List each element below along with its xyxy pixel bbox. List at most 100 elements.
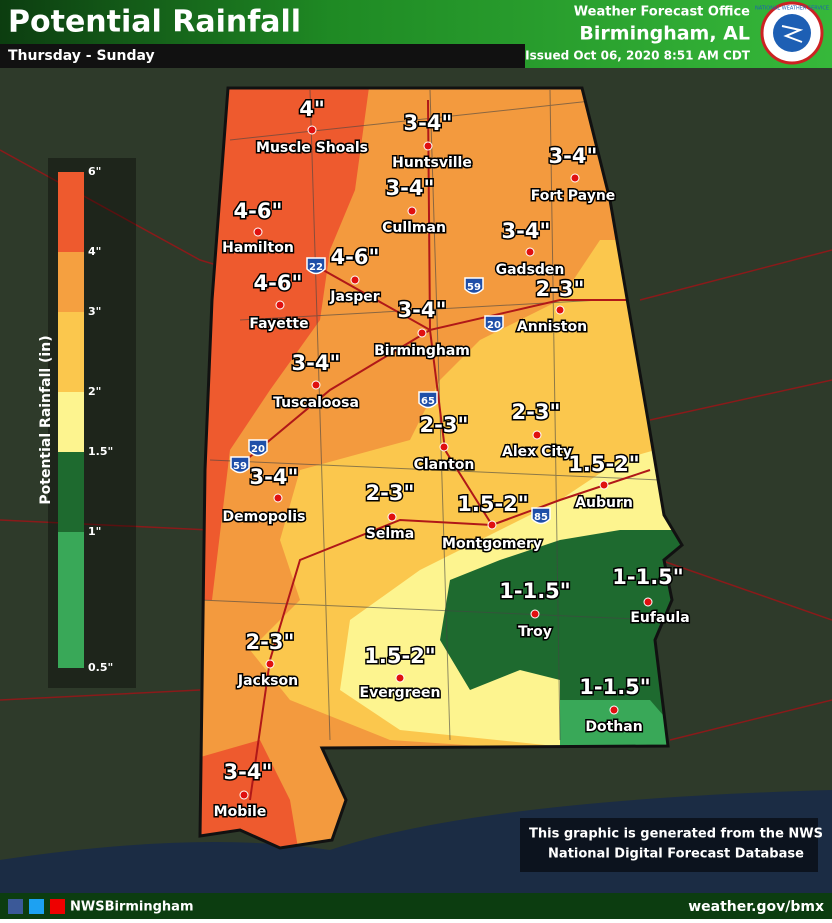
legend: Potential Rainfall (in) 6" 4" 3" 2" 1.5" 1" 0.… bbox=[38, 158, 136, 688]
legend-label: 1" bbox=[88, 525, 101, 538]
legend-band bbox=[58, 172, 84, 252]
rainfall-amount: 3-4" bbox=[398, 298, 447, 322]
city-name: Fayette bbox=[249, 316, 308, 332]
rainfall-amount: 3-4" bbox=[404, 111, 453, 135]
city-name: Auburn bbox=[575, 495, 633, 511]
city-name: Hamilton bbox=[222, 240, 294, 256]
city-dot bbox=[350, 275, 360, 285]
rainfall-amount: 3-4" bbox=[224, 760, 273, 784]
subtitle-bar bbox=[0, 44, 525, 68]
city-dot bbox=[275, 300, 285, 310]
rainfall-amount: 1-1.5" bbox=[579, 675, 650, 699]
footer-bar bbox=[0, 893, 832, 919]
city-name: Huntsville bbox=[392, 155, 472, 171]
interstate-shield bbox=[418, 391, 438, 409]
rainfall-amount: 1-1.5" bbox=[612, 565, 683, 589]
legend-band bbox=[58, 392, 84, 452]
interstate-number: 59 bbox=[233, 461, 247, 472]
rainfall-amount: 4" bbox=[299, 97, 325, 121]
city-name: Muscle Shoals bbox=[256, 140, 368, 156]
social-handle: NWSBirmingham bbox=[70, 900, 194, 915]
interstate-shield bbox=[230, 456, 250, 474]
city-name: Montgomery bbox=[442, 536, 542, 552]
rainfall-amount: 1-1.5" bbox=[499, 579, 570, 603]
legend-band bbox=[58, 452, 84, 532]
city-name: Jasper bbox=[329, 289, 380, 305]
city-name: Demopolis bbox=[223, 509, 306, 525]
interstate-number: 85 bbox=[534, 512, 548, 523]
rainfall-amount: 4-6" bbox=[331, 245, 380, 269]
legend-label: 2" bbox=[88, 385, 101, 398]
subtitle: Thursday - Sunday bbox=[8, 48, 155, 64]
city-dot bbox=[395, 673, 405, 683]
legend-label: 1.5" bbox=[88, 445, 113, 458]
legend-band bbox=[58, 312, 84, 392]
highways bbox=[239, 99, 651, 801]
city-dot bbox=[487, 520, 497, 530]
interstate-number: 65 bbox=[421, 396, 435, 407]
city-name: Tuscaloosa bbox=[273, 395, 359, 411]
city-name: Birmingham bbox=[374, 343, 470, 359]
city-dot bbox=[239, 790, 249, 800]
logo-text: NATIONAL WEATHER SERVICE bbox=[755, 6, 829, 12]
office: Weather Forecast Office bbox=[574, 5, 750, 20]
rainfall-amount: 1.5-2" bbox=[568, 452, 639, 476]
legend-label: 4" bbox=[88, 245, 101, 258]
roads-outside bbox=[0, 149, 832, 741]
city-dot bbox=[570, 173, 580, 183]
city-dot bbox=[609, 705, 619, 715]
zone-1-1-5 bbox=[440, 530, 682, 746]
rainfall-amount: 2-3" bbox=[366, 481, 415, 505]
note-line: This graphic is generated from the NWS bbox=[529, 827, 823, 842]
city-name: Jackson bbox=[237, 673, 298, 689]
interstate-shield bbox=[531, 507, 551, 525]
city-name: Cullman bbox=[382, 220, 446, 236]
rainfall-amount: 3-4" bbox=[549, 144, 598, 168]
facebook-icon bbox=[8, 899, 23, 914]
interstate-number: 59 bbox=[467, 282, 481, 293]
interstate-number: 20 bbox=[487, 320, 501, 331]
city-dot bbox=[307, 125, 317, 135]
rainfall-amount: 1.5-2" bbox=[364, 644, 435, 668]
note-backdrop bbox=[520, 818, 818, 872]
legend-label: 3" bbox=[88, 305, 101, 318]
rainfall-amount: 3-4" bbox=[292, 351, 341, 375]
interstate-number: 22 bbox=[309, 262, 323, 273]
rainfall-amount: 4-6" bbox=[254, 271, 303, 295]
rainfall-amount: 2-3" bbox=[246, 630, 295, 654]
rainfall-amount: 1.5-2" bbox=[457, 492, 528, 516]
zone-4-6 bbox=[200, 88, 370, 600]
city-name: Fort Payne bbox=[531, 188, 616, 204]
city-name: Gadsden bbox=[496, 262, 565, 278]
rainfall-amount: 2-3" bbox=[512, 400, 561, 424]
city-dot bbox=[423, 141, 433, 151]
interstate-shield bbox=[248, 439, 268, 457]
rainfall-amount: 3-4" bbox=[250, 465, 299, 489]
nws-logo-bolt bbox=[781, 25, 804, 43]
rainfall-amount: 3-4" bbox=[502, 219, 551, 243]
city-dot bbox=[599, 480, 609, 490]
city-dot bbox=[311, 380, 321, 390]
legend-band bbox=[58, 532, 84, 668]
title: Potential Rainfall bbox=[8, 5, 301, 40]
issued-time: Issued Oct 06, 2020 8:51 AM CDT bbox=[525, 49, 751, 63]
youtube-icon bbox=[50, 899, 65, 914]
city-name: Alex City bbox=[502, 444, 572, 460]
city-dot bbox=[387, 512, 397, 522]
city-dot bbox=[532, 430, 542, 440]
interstate-shield bbox=[306, 257, 326, 275]
twitter-icon bbox=[29, 899, 44, 914]
city-dot bbox=[643, 597, 653, 607]
legend-title: Potential Rainfall (in) bbox=[38, 335, 54, 504]
city-dot bbox=[417, 328, 427, 338]
rainfall-amount: 3-4" bbox=[386, 176, 435, 200]
city-name: Clanton bbox=[414, 457, 475, 473]
city-dot bbox=[525, 247, 535, 257]
legend-label: 6" bbox=[88, 165, 101, 178]
rainfall-zones bbox=[200, 88, 682, 848]
zone-0-5-1 bbox=[560, 700, 682, 746]
rainfall-amount: 2-3" bbox=[420, 413, 469, 437]
interstate-shield bbox=[464, 277, 484, 295]
website: weather.gov/bmx bbox=[688, 899, 824, 915]
